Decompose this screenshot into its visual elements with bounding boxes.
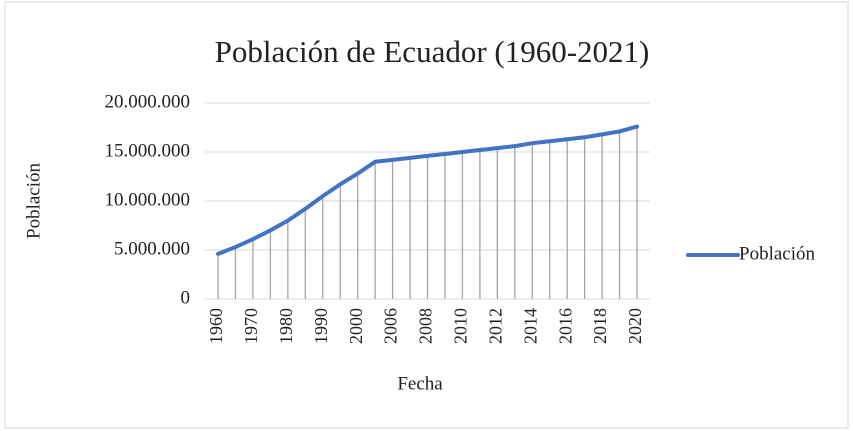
x-tick-label: 2012 [485, 308, 505, 344]
x-tick-label: 2000 [346, 308, 366, 344]
x-tick-label: 1960 [206, 308, 226, 344]
y-tick-label: 5.000.000 [114, 238, 190, 259]
y-tick-label: 0 [181, 287, 191, 308]
x-tick-label: 1980 [276, 308, 296, 344]
x-tick-label: 2014 [520, 308, 540, 344]
chart-title: Población de Ecuador (1960-2021) [215, 34, 650, 69]
y-axis-label: Población [23, 163, 44, 239]
x-tick-label: 1970 [241, 308, 261, 344]
series-line [216, 124, 639, 256]
y-tick-label: 10.000.000 [105, 189, 191, 210]
legend-label: Población [739, 243, 815, 264]
x-axis-label: Fecha [397, 373, 443, 394]
x-tick-label: 2010 [451, 308, 471, 344]
y-tick-label: 20.000.000 [105, 91, 191, 112]
x-tick-label: 2006 [381, 308, 401, 344]
x-tick-label: 2020 [625, 308, 645, 344]
x-tick-label: 2018 [590, 308, 610, 344]
x-tick-label: 2008 [416, 308, 436, 344]
x-tick-label: 1990 [311, 308, 331, 344]
y-tick-label: 15.000.000 [105, 140, 191, 161]
chart-border [4, 1, 849, 429]
x-tick-label: 2016 [555, 308, 575, 344]
